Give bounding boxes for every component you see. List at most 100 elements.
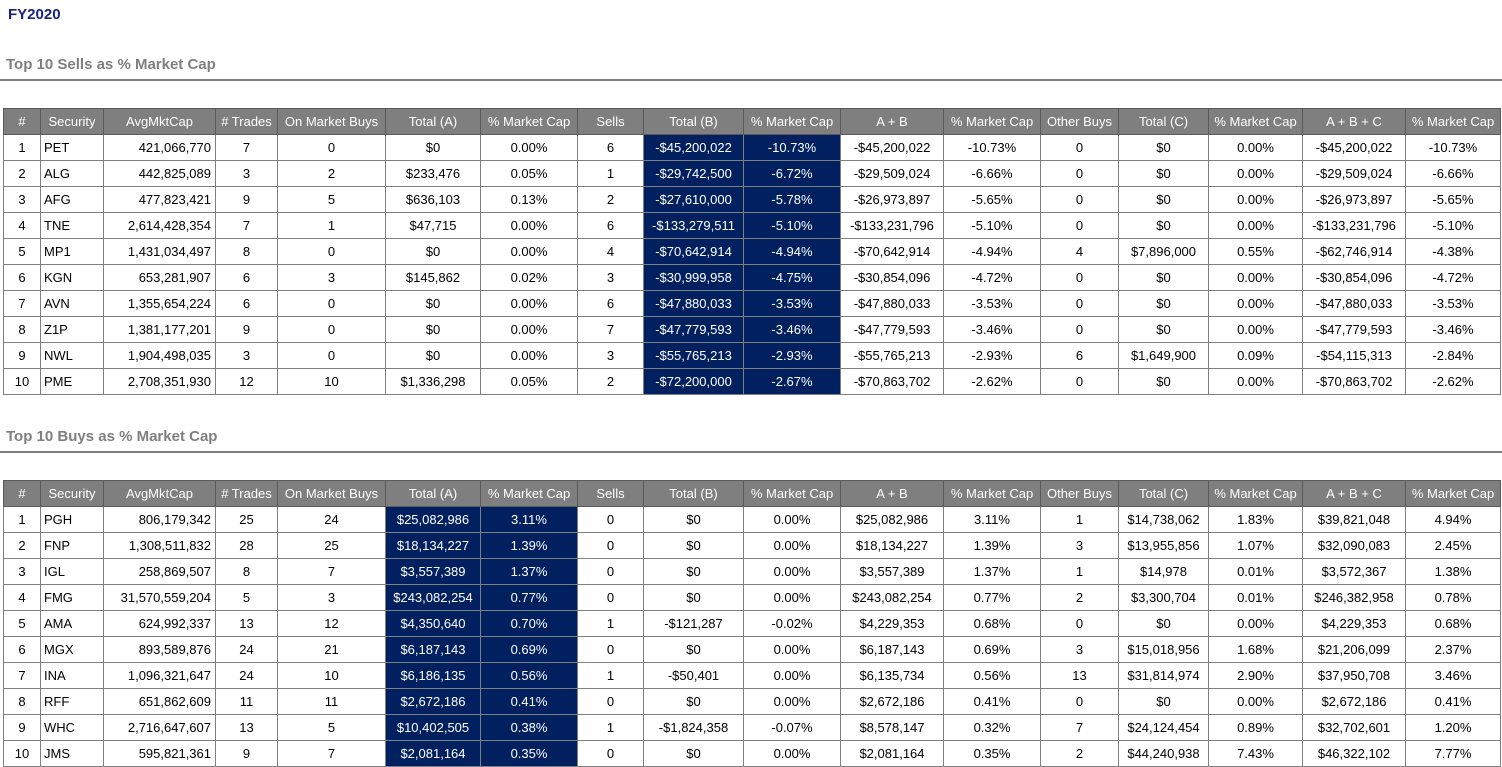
table-cell: $10,402,505 [385, 714, 481, 741]
table-row: 5 AMA 624,992,337 13 12 $4,350,640 0.70% 1 -$121… [3, 610, 1501, 637]
table-cell: -10.73% [1405, 134, 1501, 161]
table-cell: -5.10% [1405, 212, 1501, 239]
table-row: 2 FNP 1,308,511,832 28 25 $18,134,227 1.39% 0 $0… [3, 532, 1501, 559]
table-cell: 2,708,351,930 [103, 368, 216, 395]
table-cell: 0 [1040, 368, 1119, 395]
table-cell: 624,992,337 [103, 610, 216, 637]
table-cell: 25 [215, 506, 278, 533]
table-cell: 0.01% [1208, 584, 1303, 611]
security-cell: AVN [40, 290, 104, 317]
table-cell: 25 [277, 532, 386, 559]
table-cell: -$47,779,593 [643, 316, 744, 343]
table-cell: -5.10% [943, 212, 1041, 239]
table-row: 3 AFG 477,823,421 9 5 $636,103 0.13% 2 -$27,610,… [3, 186, 1501, 213]
table-row: 8 Z1P 1,381,177,201 9 0 $0 0.00% 7 -$47,779,593-… [3, 316, 1501, 343]
table-cell: -$133,279,511 [643, 212, 744, 239]
table-cell: -$26,973,897 [1302, 186, 1406, 213]
column-header: A + B + C [1302, 480, 1406, 507]
table-cell: 0.00% [1208, 264, 1303, 291]
table-cell: 13 [215, 714, 278, 741]
table-cell: $6,187,143 [840, 636, 944, 663]
column-header: Total (B) [643, 108, 744, 135]
table-cell: 3.46% [1405, 662, 1501, 689]
column-header: % Market Cap [743, 108, 841, 135]
table-cell: 3 [215, 160, 278, 187]
table-cell: -5.65% [1405, 186, 1501, 213]
table-cell: 0.00% [1208, 610, 1303, 637]
table-cell: -4.75% [743, 264, 841, 291]
table-cell: -2.93% [743, 342, 841, 369]
table-cell: -$133,231,796 [1302, 212, 1406, 239]
table-cell: -$45,200,022 [1302, 134, 1406, 161]
table-cell: -3.53% [943, 290, 1041, 317]
table-cell: -$121,287 [643, 610, 744, 637]
security-cell: KGN [40, 264, 104, 291]
table-cell: 0 [577, 584, 644, 611]
table-row: 5 MP1 1,431,034,497 8 0 $0 0.00% 4 -$70,642,914-… [3, 238, 1501, 265]
table-cell: -$47,779,593 [1302, 316, 1406, 343]
table-cell: 4 [1040, 238, 1119, 265]
table-cell: 0.00% [743, 506, 841, 533]
table-row: 7 AVN 1,355,654,224 6 0 $0 0.00% 6 -$47,880,033-… [3, 290, 1501, 317]
table-cell: 8 [215, 238, 278, 265]
table-cell: 0 [1040, 688, 1119, 715]
security-cell: PME [40, 368, 104, 395]
table-cell: $0 [1118, 134, 1209, 161]
column-header: Other Buys [1040, 108, 1119, 135]
table-cell: 2 [1040, 584, 1119, 611]
table-cell: 0.56% [480, 662, 578, 689]
table-cell: 0.00% [1208, 368, 1303, 395]
table-cell: 0 [577, 506, 644, 533]
table-cell: -4.94% [743, 238, 841, 265]
column-header: # Trades [215, 108, 278, 135]
table-cell: $4,229,353 [840, 610, 944, 637]
column-header: % Market Cap [1208, 108, 1303, 135]
section-title-sells: Top 10 Sells as % Market Cap [6, 56, 216, 73]
table-cell: $0 [385, 316, 481, 343]
table-cell: 9 [215, 316, 278, 343]
table-cell: $0 [643, 740, 744, 767]
table-cell: $0 [643, 584, 744, 611]
table-cell: 0.00% [1208, 186, 1303, 213]
table-cell: 421,066,770 [103, 134, 216, 161]
table-cell: 0 [1040, 186, 1119, 213]
table-cell: 8 [3, 688, 41, 715]
table-cell: 9 [215, 186, 278, 213]
table-cell: 0 [1040, 134, 1119, 161]
table-cell: 13 [1040, 662, 1119, 689]
security-cell: PET [40, 134, 104, 161]
table-cell: $3,300,704 [1118, 584, 1209, 611]
table-cell: $25,082,986 [385, 506, 481, 533]
table-cell: 0.68% [943, 610, 1041, 637]
table-cell: -$47,779,593 [840, 316, 944, 343]
table-cell: $7,896,000 [1118, 238, 1209, 265]
table-cell: $15,018,956 [1118, 636, 1209, 663]
table-cell: -10.73% [743, 134, 841, 161]
table-cell: 0.69% [480, 636, 578, 663]
table-cell: 2.90% [1208, 662, 1303, 689]
top-buys-table: # Security AvgMktCap # Trades On Market Buys… [3, 480, 1501, 767]
table-cell: -$1,824,358 [643, 714, 744, 741]
table-cell: -3.46% [1405, 316, 1501, 343]
table-cell: 442,825,089 [103, 160, 216, 187]
table-cell: $0 [1118, 316, 1209, 343]
table-cell: 10 [277, 662, 386, 689]
table-cell: $0 [1118, 290, 1209, 317]
table-cell: $0 [385, 134, 481, 161]
table-cell: 8 [3, 316, 41, 343]
table-cell: 0.41% [943, 688, 1041, 715]
column-header: % Market Cap [1405, 108, 1501, 135]
column-header: AvgMktCap [103, 108, 216, 135]
table-cell: 3 [577, 342, 644, 369]
table-cell: $246,382,958 [1302, 584, 1406, 611]
table-cell: $0 [385, 290, 481, 317]
table-cell: 1,355,654,224 [103, 290, 216, 317]
table-cell: 0 [577, 688, 644, 715]
column-header: Total (A) [385, 480, 481, 507]
column-header: Total (C) [1118, 108, 1209, 135]
table-cell: 0.00% [480, 212, 578, 239]
table-cell: 1,904,498,035 [103, 342, 216, 369]
table-cell: -4.94% [943, 238, 1041, 265]
table-cell: 3 [277, 264, 386, 291]
table-cell: 0.00% [743, 740, 841, 767]
